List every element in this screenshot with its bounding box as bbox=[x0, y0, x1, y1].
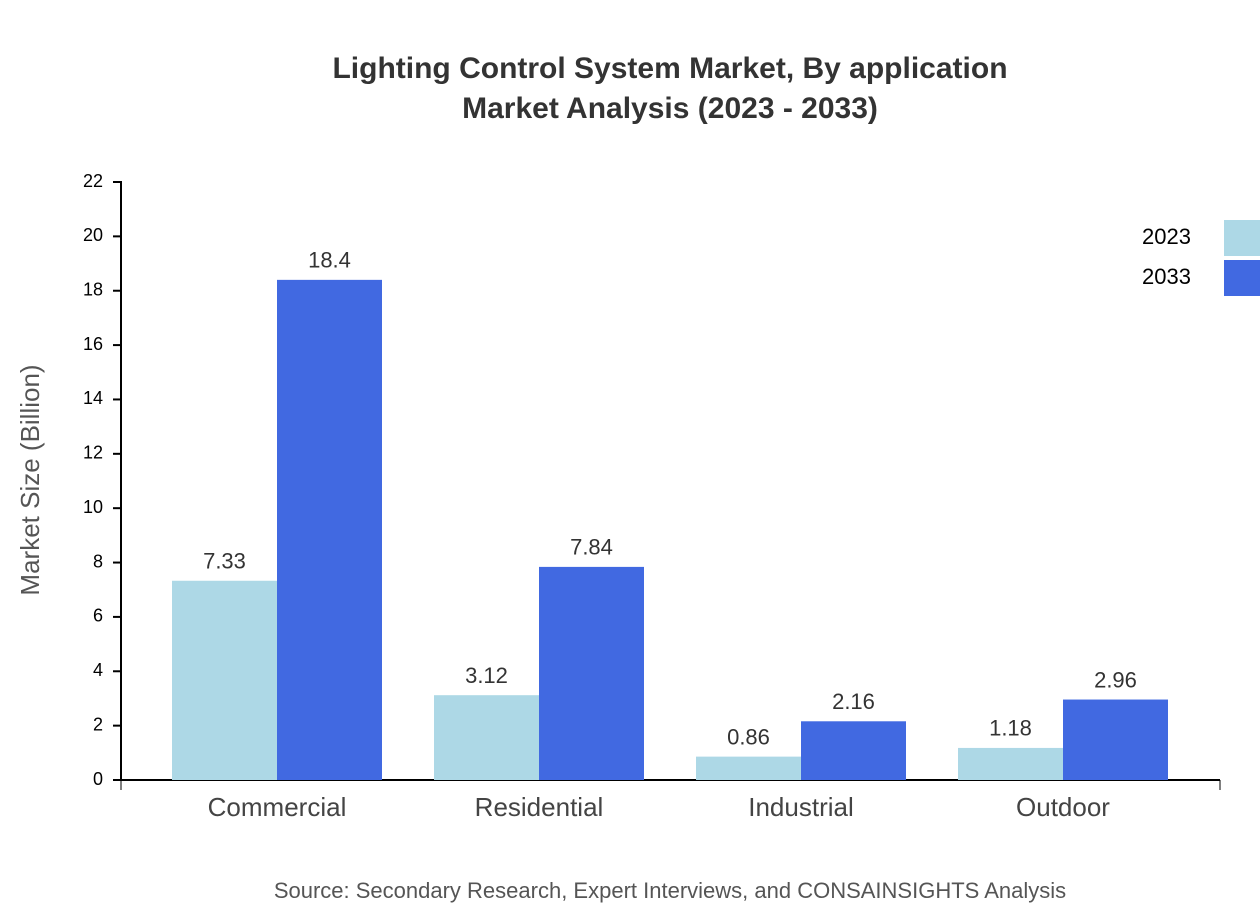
value-label: 7.84 bbox=[570, 535, 613, 560]
value-label: 2.96 bbox=[1094, 667, 1137, 692]
bar bbox=[696, 756, 801, 780]
chart-title: Lighting Control System Market, By appli… bbox=[332, 52, 1007, 85]
bar bbox=[958, 747, 1063, 780]
x-tick-label: Outdoor bbox=[1016, 792, 1110, 822]
value-label: 2.16 bbox=[832, 689, 875, 714]
legend-label: 2033 bbox=[1142, 264, 1191, 289]
y-tick-label: 22 bbox=[83, 171, 103, 191]
value-label: 3.12 bbox=[465, 663, 508, 688]
y-tick-label: 8 bbox=[93, 551, 103, 571]
value-label: 1.18 bbox=[989, 716, 1032, 741]
bar bbox=[277, 279, 382, 780]
y-tick-label: 10 bbox=[83, 497, 103, 517]
y-tick-label: 0 bbox=[93, 769, 103, 789]
y-tick-label: 12 bbox=[83, 443, 103, 463]
y-tick-label: 16 bbox=[83, 334, 103, 354]
x-tick-label: Residential bbox=[475, 792, 604, 822]
value-label: 7.33 bbox=[203, 549, 246, 574]
x-tick-label: Industrial bbox=[748, 792, 854, 822]
y-tick-label: 14 bbox=[83, 388, 103, 408]
y-tick-label: 18 bbox=[83, 279, 103, 299]
value-label: 18.4 bbox=[308, 248, 351, 273]
legend-label: 2023 bbox=[1142, 224, 1191, 249]
legend-swatch bbox=[1224, 260, 1260, 296]
chart-subtitle: Market Analysis (2023 - 2033) bbox=[462, 92, 878, 125]
bar bbox=[801, 721, 906, 780]
y-tick-label: 2 bbox=[93, 714, 103, 734]
y-axis-label: Market Size (Billion) bbox=[15, 364, 45, 595]
bar bbox=[172, 580, 277, 780]
x-tick-label: Commercial bbox=[208, 792, 347, 822]
value-label: 0.86 bbox=[727, 724, 770, 749]
bar bbox=[1063, 699, 1168, 780]
y-tick-label: 6 bbox=[93, 606, 103, 626]
bar bbox=[539, 566, 644, 780]
bar bbox=[434, 695, 539, 780]
source-note: Source: Secondary Research, Expert Inter… bbox=[274, 878, 1066, 903]
y-tick-label: 4 bbox=[93, 660, 103, 680]
legend-swatch bbox=[1224, 220, 1260, 256]
y-tick-label: 20 bbox=[83, 225, 103, 245]
